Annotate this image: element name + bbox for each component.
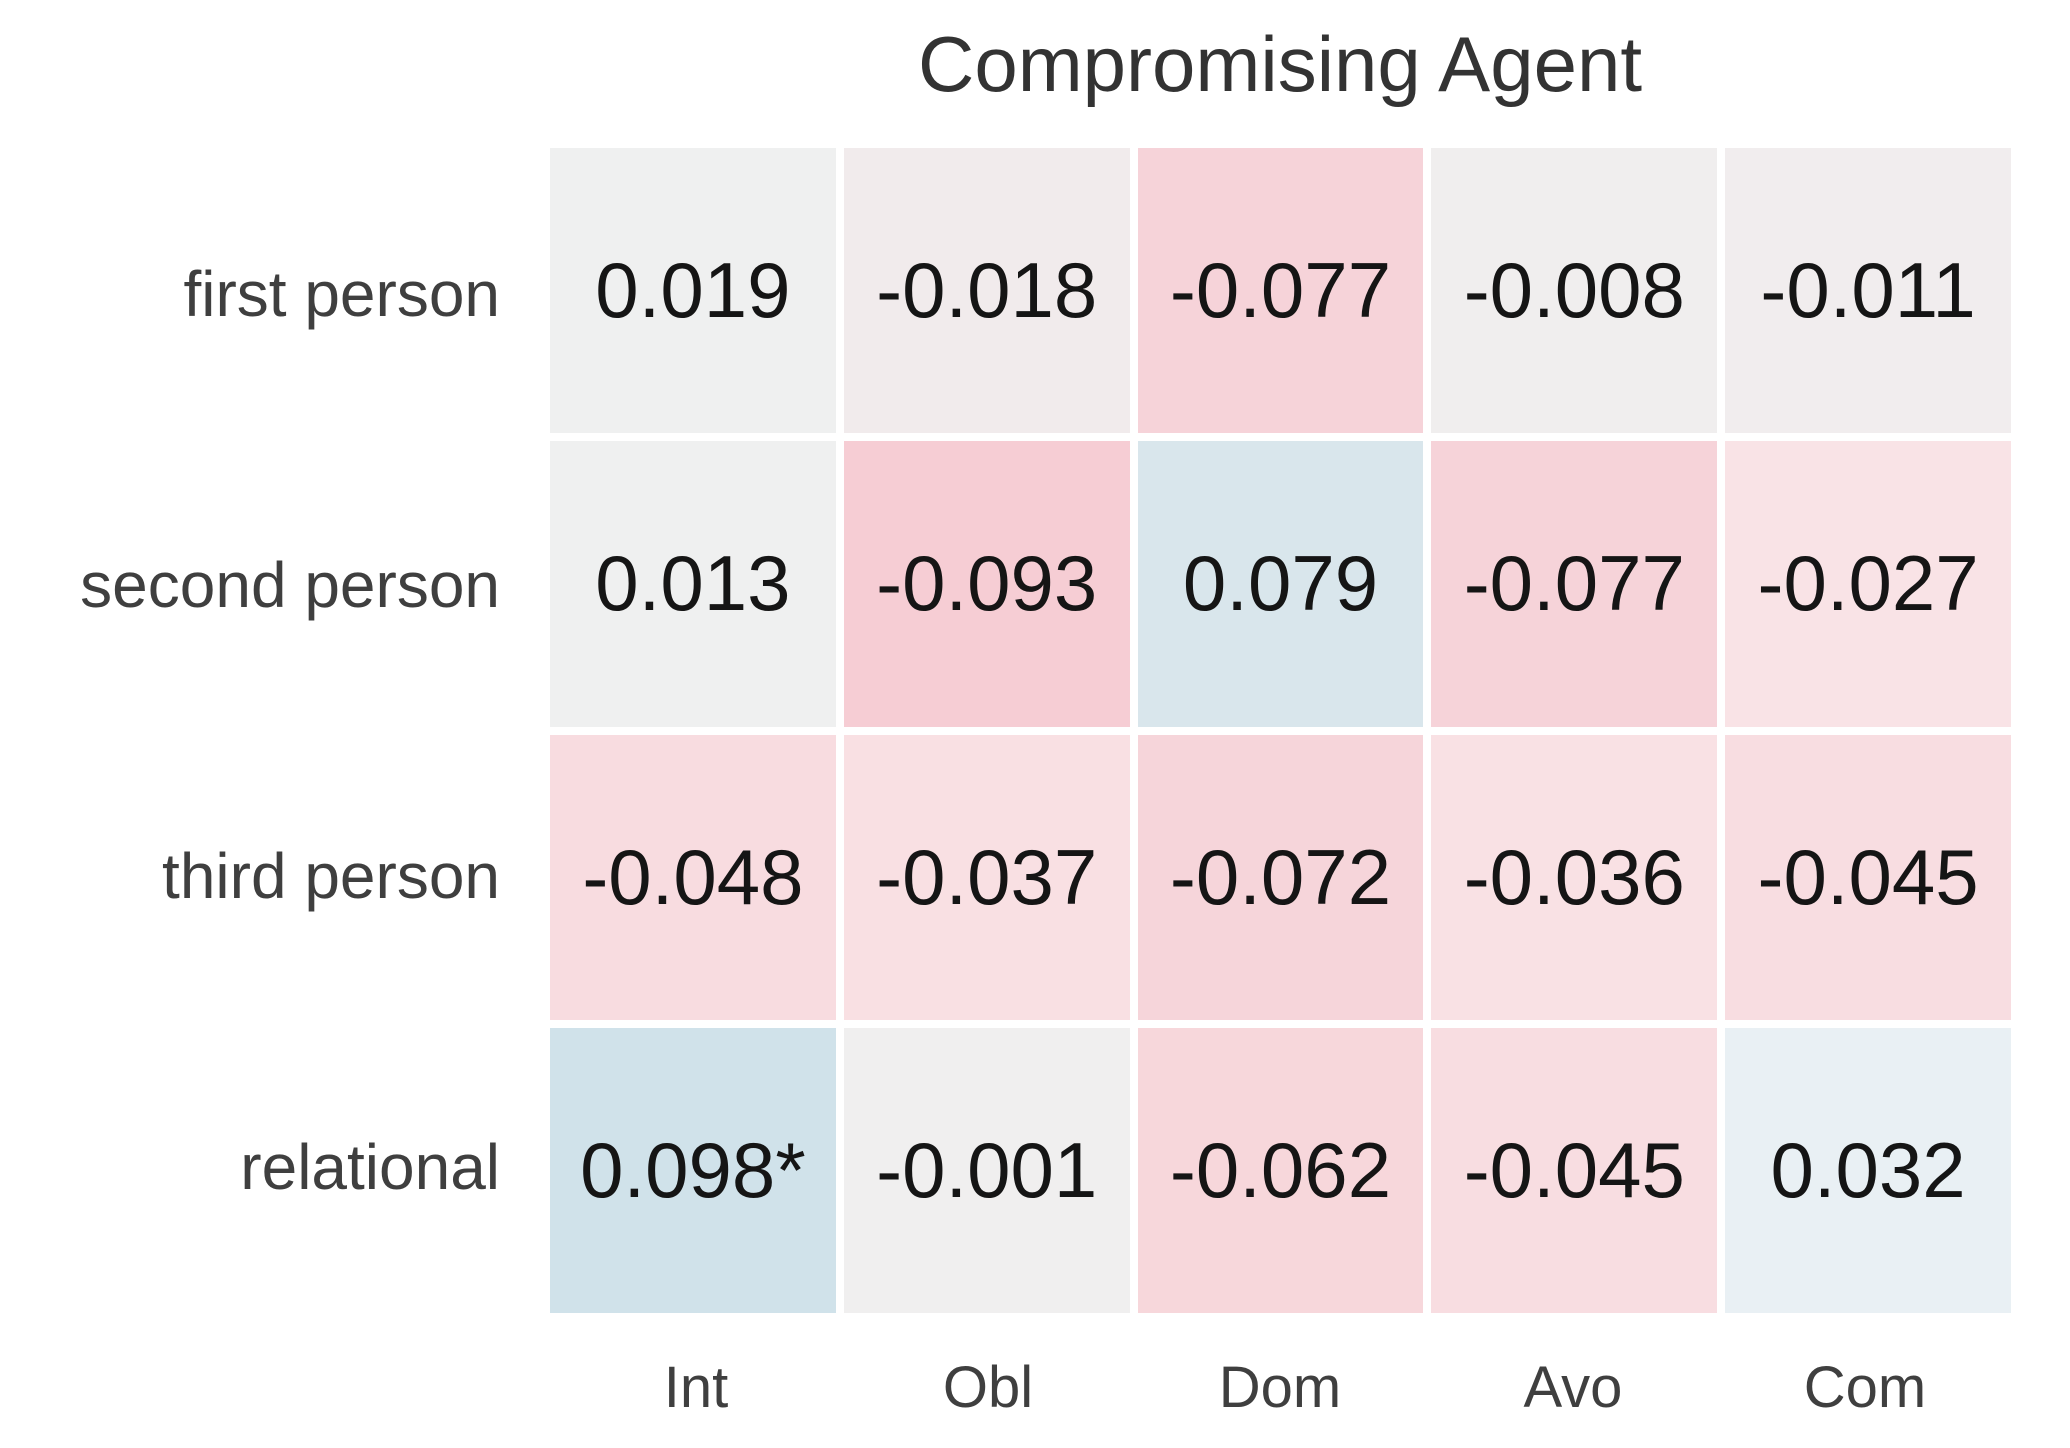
heatmap-cell-r2c4: -0.045 [1725,734,2011,1020]
heatmap-grid: 0.019 -0.018 -0.077 -0.008 -0.011 0.013 … [550,148,2011,1313]
col-label-obl: Obl [942,1355,1034,1420]
heatmap-cell-r3c3: -0.045 [1431,1027,1718,1313]
heatmap-cell-r1c2: 0.079 [1137,441,1424,727]
heatmap-cell-r1c1: -0.093 [843,441,1130,727]
heatmap-cell-r3c1: -0.001 [843,1027,1130,1313]
heatmap-cell-r3c0: 0.098* [550,1027,836,1313]
heatmap-cell-r2c2: -0.072 [1137,734,1424,1020]
row-label-third-person: third person [162,840,500,912]
heatmap-cell-r3c4: 0.032 [1725,1027,2011,1313]
heatmap-cell-r2c3: -0.036 [1431,734,1718,1020]
col-label-com: Com [1803,1355,1927,1420]
heatmap-cell-r0c0: 0.019 [550,148,836,434]
heatmap-cell-r3c2: -0.062 [1137,1027,1424,1313]
row-label-relational: relational [240,1131,500,1203]
heatmap-cell-r2c1: -0.037 [843,734,1130,1020]
heatmap-cell-r2c0: -0.048 [550,734,836,1020]
chart-title: Compromising Agent [917,20,1643,108]
heatmap-cell-r0c2: -0.077 [1137,148,1424,434]
heatmap-cell-r0c1: -0.018 [843,148,1130,434]
row-label-second-person: second person [80,549,500,621]
col-label-avo: Avo [1523,1355,1623,1420]
heatmap-cell-r1c4: -0.027 [1725,441,2011,727]
heatmap-cell-r0c4: -0.011 [1725,148,2011,434]
row-label-first-person: first person [183,258,500,330]
heatmap-cell-r0c3: -0.008 [1431,148,1718,434]
col-label-dom: Dom [1218,1355,1342,1420]
heatmap-cell-r1c0: 0.013 [550,441,836,727]
heatmap-cell-r1c3: -0.077 [1431,441,1718,727]
col-label-int: Int [663,1355,729,1420]
